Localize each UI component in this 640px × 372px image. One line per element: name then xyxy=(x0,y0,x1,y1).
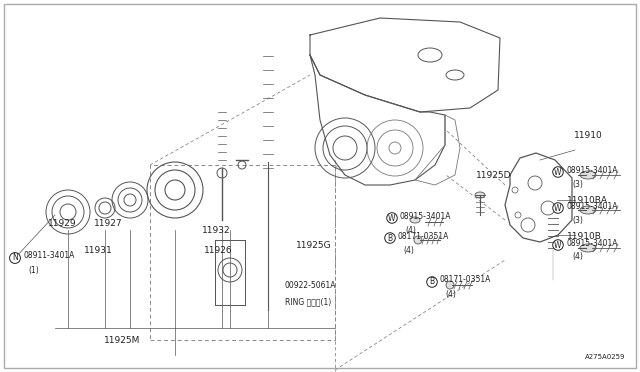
Ellipse shape xyxy=(475,192,485,198)
Text: (4): (4) xyxy=(445,289,456,298)
Text: B: B xyxy=(429,278,435,286)
Text: N: N xyxy=(12,253,18,263)
Text: 11932: 11932 xyxy=(202,226,230,235)
Text: (3): (3) xyxy=(572,180,583,189)
Ellipse shape xyxy=(410,217,420,223)
Text: 11910: 11910 xyxy=(574,131,603,140)
Text: B: B xyxy=(387,234,392,243)
Text: W: W xyxy=(554,241,562,250)
Text: (1): (1) xyxy=(28,266,39,275)
Text: 08915-3401A: 08915-3401A xyxy=(400,212,451,221)
Text: 08915-3401A: 08915-3401A xyxy=(567,166,618,174)
Text: A275A0259: A275A0259 xyxy=(584,354,625,360)
Text: W: W xyxy=(554,203,562,212)
Text: W: W xyxy=(554,167,562,176)
Text: W: W xyxy=(388,214,396,222)
Text: 08915-3401A: 08915-3401A xyxy=(567,202,618,211)
Text: 11929: 11929 xyxy=(48,219,76,228)
Text: 11926: 11926 xyxy=(204,246,232,255)
Text: (4): (4) xyxy=(405,225,416,234)
Text: 11927: 11927 xyxy=(93,219,122,228)
Text: 11910BA: 11910BA xyxy=(567,196,608,205)
Text: 08915-3401A: 08915-3401A xyxy=(567,238,618,247)
Ellipse shape xyxy=(580,171,596,179)
Text: 11925M: 11925M xyxy=(104,336,140,345)
Text: 11931: 11931 xyxy=(84,246,113,255)
Ellipse shape xyxy=(414,236,422,244)
Text: 08171-0351A: 08171-0351A xyxy=(440,276,492,285)
Ellipse shape xyxy=(580,206,596,214)
Text: RING リング(1): RING リング(1) xyxy=(285,297,332,306)
Text: 00922-5061A: 00922-5061A xyxy=(285,281,337,290)
Ellipse shape xyxy=(446,281,454,289)
Text: 08171-0351A: 08171-0351A xyxy=(398,231,449,241)
Text: 11910B: 11910B xyxy=(567,231,602,241)
Bar xyxy=(150,165,335,340)
Ellipse shape xyxy=(580,244,596,252)
Text: (3): (3) xyxy=(572,215,583,224)
Text: 08911-3401A: 08911-3401A xyxy=(23,251,74,260)
Text: (4): (4) xyxy=(572,253,583,262)
Text: 11925D: 11925D xyxy=(476,171,511,180)
Text: (4): (4) xyxy=(403,246,414,254)
Text: 11925G: 11925G xyxy=(296,241,332,250)
